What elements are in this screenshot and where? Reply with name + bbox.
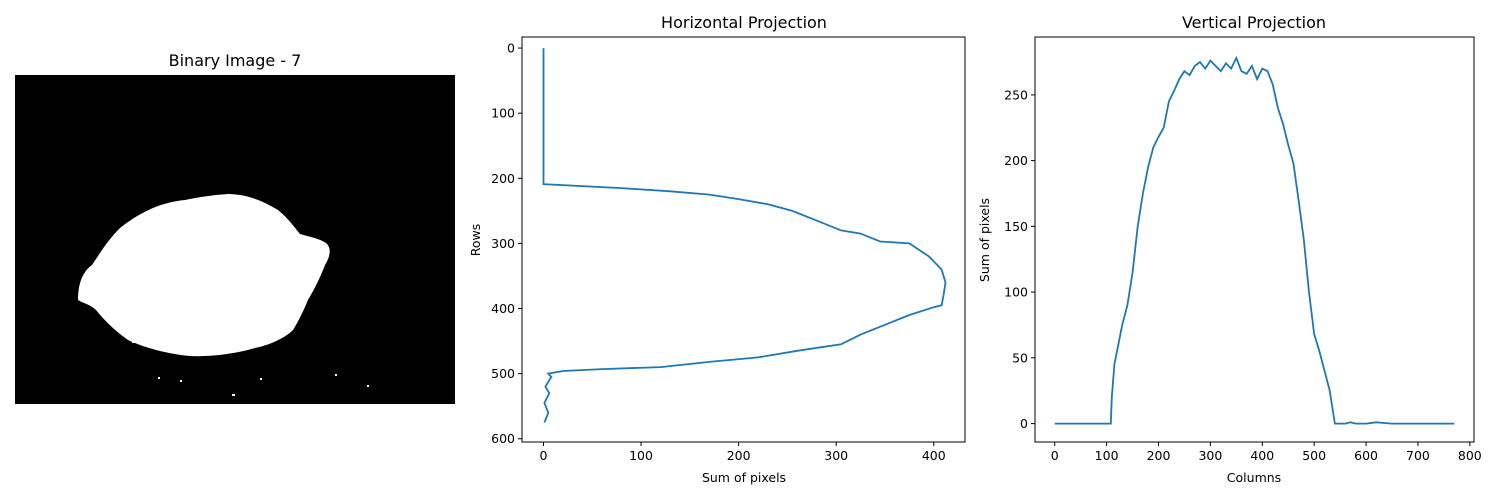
- vertical-projection-y-tick-label: 150: [1004, 219, 1028, 234]
- horizontal-projection-y-tick-label: 600: [491, 431, 515, 446]
- binary-image-panel: Binary Image - 7: [15, 51, 455, 404]
- horizontal-projection-x-tick-label: 200: [727, 448, 751, 463]
- vertical-projection-y-ticks: 0 50 100 150 200 250: [1004, 87, 1035, 431]
- horizontal-projection-title: Horizontal Projection: [661, 13, 827, 32]
- vertical-projection-x-tick-label: 200: [1147, 448, 1171, 463]
- noise-speckles: [132, 332, 369, 396]
- vertical-projection-x-tick-label: 0: [1051, 448, 1059, 463]
- horizontal-projection-x-tick-label: 100: [629, 448, 653, 463]
- horizontal-projection-x-label: Sum of pixels: [702, 470, 786, 485]
- horizontal-projection-x-ticks: 0 100 200 300 400: [539, 442, 946, 463]
- horizontal-projection-y-tick-label: 300: [491, 236, 515, 251]
- vertical-projection-panel: Vertical Projection 0 100 200 300 400 500 600 7…: [977, 13, 1482, 485]
- vertical-projection-x-tick-label: 100: [1095, 448, 1119, 463]
- vertical-projection-x-ticks: 0 100 200 300 400 500 600 700 800: [1051, 442, 1482, 463]
- vertical-projection-y-tick-label: 50: [1012, 350, 1028, 365]
- vertical-projection-title: Vertical Projection: [1182, 13, 1326, 32]
- horizontal-projection-series-line: [542, 48, 947, 423]
- horizontal-projection-axes-frame: [521, 36, 966, 443]
- vertical-projection-y-tick-label: 100: [1004, 285, 1028, 300]
- horizontal-projection-y-tick-label: 200: [491, 171, 515, 186]
- vertical-projection-series-line: [1054, 55, 1455, 425]
- vertical-projection-y-label: Sum of pixels: [977, 198, 992, 282]
- vertical-projection-x-label: Columns: [1227, 470, 1281, 485]
- horizontal-projection-panel: Horizontal Projection 0 100 200 300 400 0 100…: [468, 13, 966, 485]
- vertical-projection-x-tick-label: 800: [1458, 448, 1482, 463]
- vertical-projection-x-tick-label: 500: [1302, 448, 1326, 463]
- binary-image-title: Binary Image - 7: [169, 51, 302, 70]
- horizontal-projection-y-tick-label: 500: [491, 366, 515, 381]
- vertical-projection-x-tick-label: 400: [1250, 448, 1274, 463]
- vertical-projection-x-tick-label: 700: [1406, 448, 1430, 463]
- vertical-projection-x-tick-label: 600: [1354, 448, 1378, 463]
- horizontal-projection-x-tick-label: 400: [922, 448, 946, 463]
- vertical-projection-x-tick-label: 300: [1198, 448, 1222, 463]
- horizontal-projection-x-tick-label: 300: [824, 448, 848, 463]
- horizontal-projection-y-tick-label: 400: [491, 301, 515, 316]
- vertical-projection-axes-frame: [1034, 36, 1475, 443]
- vertical-projection-y-tick-label: 200: [1004, 153, 1028, 168]
- horizontal-projection-y-ticks: 0 100 200 300 400 500 600: [491, 41, 522, 446]
- horizontal-projection-y-label: Rows: [468, 224, 483, 257]
- horizontal-projection-x-tick-label: 0: [539, 448, 547, 463]
- vertical-projection-y-tick-label: 250: [1004, 87, 1028, 102]
- lemon-blob: [78, 194, 330, 357]
- horizontal-projection-y-tick-label: 0: [507, 41, 515, 56]
- horizontal-projection-y-tick-label: 100: [491, 106, 515, 121]
- vertical-projection-y-tick-label: 0: [1020, 416, 1028, 431]
